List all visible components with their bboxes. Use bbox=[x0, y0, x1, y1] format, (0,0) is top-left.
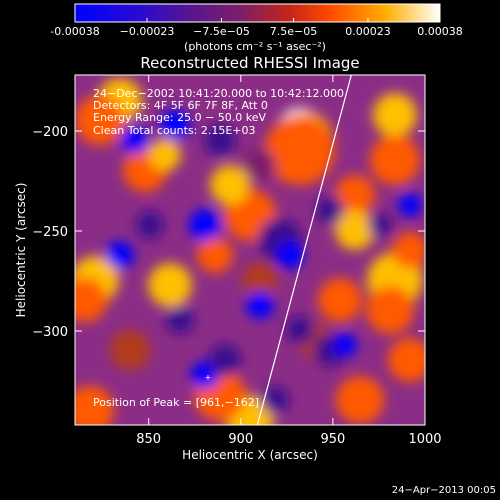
heatmap-blob bbox=[265, 115, 335, 185]
heatmap-blob bbox=[388, 338, 425, 382]
heatmap-blob bbox=[276, 241, 304, 269]
y-tick-label: −300 bbox=[32, 325, 68, 340]
footer-date: 24−Apr−2013 00:05 bbox=[391, 485, 496, 496]
heatmap-blob bbox=[121, 126, 149, 154]
x-tick-label: 900 bbox=[228, 432, 253, 447]
colorbar-ticks: -0.00038 −0.00023 −7.5e−05 7.5e−05 0.00023 0.… bbox=[50, 18, 463, 38]
heatmap-blob bbox=[197, 237, 233, 273]
x-tick-label: 950 bbox=[320, 432, 345, 447]
heatmap-blob bbox=[286, 316, 314, 344]
x-axis-label: Heliocentric X (arcsec) bbox=[182, 448, 318, 462]
heatmap-blob bbox=[335, 175, 375, 215]
y-axis-label: Heliocentric Y (arcsec) bbox=[14, 183, 28, 318]
colorbar-tick-label: −0.00023 bbox=[120, 25, 175, 38]
time-range: 24−Dec−2002 10:41:20.000 to 10:42:12.000 bbox=[93, 87, 345, 100]
colorbar-gradient bbox=[74, 3, 441, 23]
peak-position-label: Position of Peak = [961,−162] bbox=[93, 396, 260, 409]
heatmap-blob bbox=[110, 330, 150, 370]
heatmap-blob bbox=[136, 211, 164, 239]
heatmap-blob bbox=[336, 376, 384, 424]
detectors: Detectors: 4F 5F 6F 7F 8F, Att 0 bbox=[93, 99, 268, 113]
heatmap-blob bbox=[261, 386, 289, 414]
y-tick-label: −250 bbox=[32, 225, 68, 240]
heatmap-blob bbox=[209, 344, 241, 376]
heatmap-blob bbox=[370, 135, 420, 185]
heatmap-blob bbox=[373, 93, 417, 137]
heatmap-blob bbox=[75, 95, 125, 145]
heatmap-blob bbox=[210, 165, 250, 205]
energy-range: Energy Range: 25.0 − 50.0 keV bbox=[93, 111, 267, 125]
clean-total-counts: Clean Total counts: 2.15E+03 bbox=[93, 123, 256, 137]
colorbar-unit-label: (photons cm⁻² s⁻¹ asec⁻²) bbox=[184, 40, 326, 53]
heatmap-blob bbox=[166, 306, 194, 334]
heatmap-blob bbox=[392, 232, 425, 268]
colorbar-tick-label: 0.00023 bbox=[345, 25, 391, 38]
colorbar: -0.00038 −0.00023 −7.5e−05 7.5e−05 0.00023 0.… bbox=[50, 3, 463, 53]
heatmap-blob bbox=[333, 333, 357, 357]
y-tick-label: −200 bbox=[32, 125, 68, 140]
heatmap-blob bbox=[335, 210, 375, 250]
peak-marker: + bbox=[205, 373, 212, 382]
chart-title: Reconstructed RHESSI Image bbox=[140, 54, 359, 72]
heatmap-blob bbox=[148, 263, 192, 307]
heatmap-blob bbox=[318, 278, 362, 322]
plot-frame bbox=[74, 74, 426, 426]
heatmap-blob bbox=[75, 386, 114, 425]
colorbar-tick-label: -0.00038 bbox=[50, 25, 99, 38]
solar-limb-line bbox=[256, 75, 352, 425]
observation-info: 24−Dec−2002 10:41:20.000 to 10:42:12.000… bbox=[93, 87, 345, 137]
heatmap-blob bbox=[316, 196, 344, 224]
heatmap-blobs bbox=[75, 78, 425, 425]
heatmap-blob bbox=[366, 286, 414, 334]
heatmap-blob bbox=[246, 291, 274, 319]
heatmap-blob bbox=[244, 149, 276, 181]
x-tick-label: 1000 bbox=[408, 432, 441, 447]
colorbar-tick-label: 7.5e−05 bbox=[270, 25, 317, 38]
heatmap: + bbox=[75, 75, 425, 425]
heatmap-blob bbox=[398, 193, 422, 217]
heatmap-blob bbox=[149, 139, 181, 171]
x-tick-label: 850 bbox=[136, 432, 161, 447]
heatmap-blob bbox=[75, 278, 107, 322]
x-axis-ticks: 850 900 950 1000 bbox=[136, 75, 442, 447]
heatmap-blob bbox=[160, 110, 190, 140]
heatmap-blob bbox=[242, 262, 278, 298]
heatmap-blob bbox=[189, 209, 221, 241]
heatmap-blob bbox=[368, 213, 392, 237]
colorbar-tick-label: 0.00038 bbox=[417, 25, 463, 38]
colorbar-tick-label: −7.5e−05 bbox=[193, 25, 250, 38]
y-axis-ticks: −200 −250 −300 bbox=[32, 125, 425, 340]
heatmap-blob bbox=[106, 241, 134, 269]
heatmap-blob bbox=[204, 124, 236, 156]
